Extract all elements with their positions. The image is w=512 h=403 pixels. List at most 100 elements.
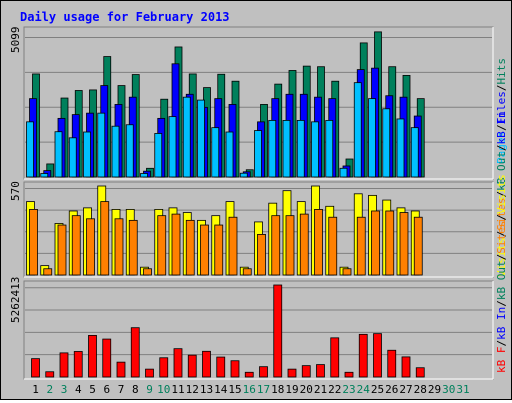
bar-kbf: [316, 364, 325, 378]
bar-pages: [182, 96, 191, 178]
x-tick-label: 24: [357, 383, 371, 396]
legend-top: Pages/Files/Hits: [495, 58, 508, 164]
x-tick-label: 17: [257, 383, 270, 396]
legend-kbout-mid: kB Out: [495, 151, 508, 191]
bar-pages: [26, 121, 34, 178]
bar-pages: [125, 124, 134, 178]
bar-sites: [43, 268, 53, 276]
x-tick-label: 14: [214, 383, 228, 396]
x-tick-label: 29: [428, 383, 441, 396]
bar-sites: [257, 234, 266, 276]
bar-sites: [143, 268, 152, 276]
bar-sites: [71, 215, 81, 276]
x-tick-label: 15: [228, 383, 241, 396]
bar-kbf: [31, 358, 40, 378]
svg-text:kB F/kB In/kB Out/Sites/Visits: kB F/kB In/kB Out/Sites/Visits: [495, 174, 508, 373]
bar-sites: [114, 218, 124, 276]
bar-pages: [239, 172, 248, 178]
legend-sep-5: /: [495, 145, 508, 152]
svg-text:Visits/Sites/kB Out/kB In: Visits/Sites/kB Out/kB In: [495, 111, 508, 277]
legend-sep-3: /: [495, 231, 508, 238]
x-tick-label: 28: [414, 383, 427, 396]
bar-pages: [111, 125, 120, 178]
bar-pages: [154, 133, 163, 178]
legend-sep-4: /: [495, 191, 508, 198]
bar-sites: [185, 219, 195, 276]
x-tick-label: 16: [243, 383, 256, 396]
bar-pages: [368, 98, 376, 178]
x-tick-label: 27: [399, 383, 412, 396]
bar-sites: [171, 213, 181, 276]
legend-sep-1: /: [495, 124, 508, 131]
legend-kbin: kB In: [495, 307, 508, 340]
legend-kbf: kB F: [495, 347, 508, 374]
bar-pages: [54, 131, 63, 178]
bar-kbf: [59, 352, 69, 378]
bar-kbf: [45, 371, 55, 378]
bar-pages: [140, 173, 148, 178]
bar-kbf: [259, 366, 268, 378]
x-tick-label: 11: [171, 383, 184, 396]
bar-pages: [339, 167, 348, 178]
bottom-max-label: 5262413: [9, 277, 22, 323]
bar-sites: [128, 219, 138, 276]
legend-pages: Pages: [495, 131, 508, 164]
bar-kbf: [244, 371, 254, 378]
bar-sites: [385, 210, 395, 276]
bar-sites: [214, 224, 224, 276]
bar-pages: [40, 173, 49, 178]
legend-visits: Visits: [495, 237, 508, 277]
bar-kbf: [415, 367, 425, 378]
bar-sites: [157, 215, 167, 276]
bar-sites: [100, 201, 110, 276]
bar-sites: [285, 215, 295, 276]
bar-sites: [200, 224, 209, 276]
legend-hits: Hits: [495, 58, 508, 85]
bar-pages: [197, 99, 205, 178]
bar-pages: [68, 137, 77, 178]
x-tick-label: 12: [186, 383, 199, 396]
bars: [26, 31, 425, 378]
bar-pages: [382, 108, 391, 178]
bar-sites: [356, 216, 366, 276]
bar-kbf: [88, 334, 97, 378]
x-tick-label: 18: [271, 383, 284, 396]
bar-sites: [86, 218, 95, 276]
bar-kbf: [202, 350, 211, 378]
bar-sites: [413, 216, 423, 276]
bar-sites: [228, 216, 238, 276]
bar-kbf: [159, 357, 169, 378]
bar-kbf: [130, 327, 140, 378]
x-tick-label: 4: [75, 383, 82, 396]
bar-kbf: [73, 351, 83, 378]
bar-sites: [57, 224, 67, 276]
bar-sites: [371, 210, 380, 276]
x-axis-labels: 1 2 3 4 5 6 7 8 9 10 11 12 13 14 15 16 17 18 19 20 21 22 23 24 2…: [32, 383, 469, 396]
x-tick-label: 3: [61, 383, 68, 396]
bar-kbf: [358, 333, 368, 378]
x-tick-label: 5: [89, 383, 96, 396]
x-tick-label: 7: [118, 383, 125, 396]
legend-kbout: kB Out: [495, 260, 508, 300]
bar-kbf: [330, 337, 340, 378]
bar-pages: [410, 127, 419, 178]
x-tick-label: 20: [300, 383, 313, 396]
bar-kbf: [373, 333, 382, 378]
x-tick-label: 13: [200, 383, 213, 396]
bar-sites: [399, 212, 409, 276]
top-max-label: 5099: [9, 27, 22, 54]
bar-kbf: [287, 368, 297, 378]
bar-pages: [296, 120, 305, 178]
legend-files: Files: [495, 91, 508, 124]
bar-kbf: [273, 284, 283, 378]
legend-sep-7: /: [495, 300, 508, 307]
bar-sites: [314, 209, 323, 276]
bar-kbf: [301, 365, 311, 378]
bar-kbf: [116, 361, 126, 378]
bar-sites: [328, 216, 338, 276]
bar-kbf: [344, 371, 354, 378]
legend-kbin-mid: kB In: [495, 111, 508, 144]
chart-title: Daily usage for February 2013: [20, 10, 230, 24]
